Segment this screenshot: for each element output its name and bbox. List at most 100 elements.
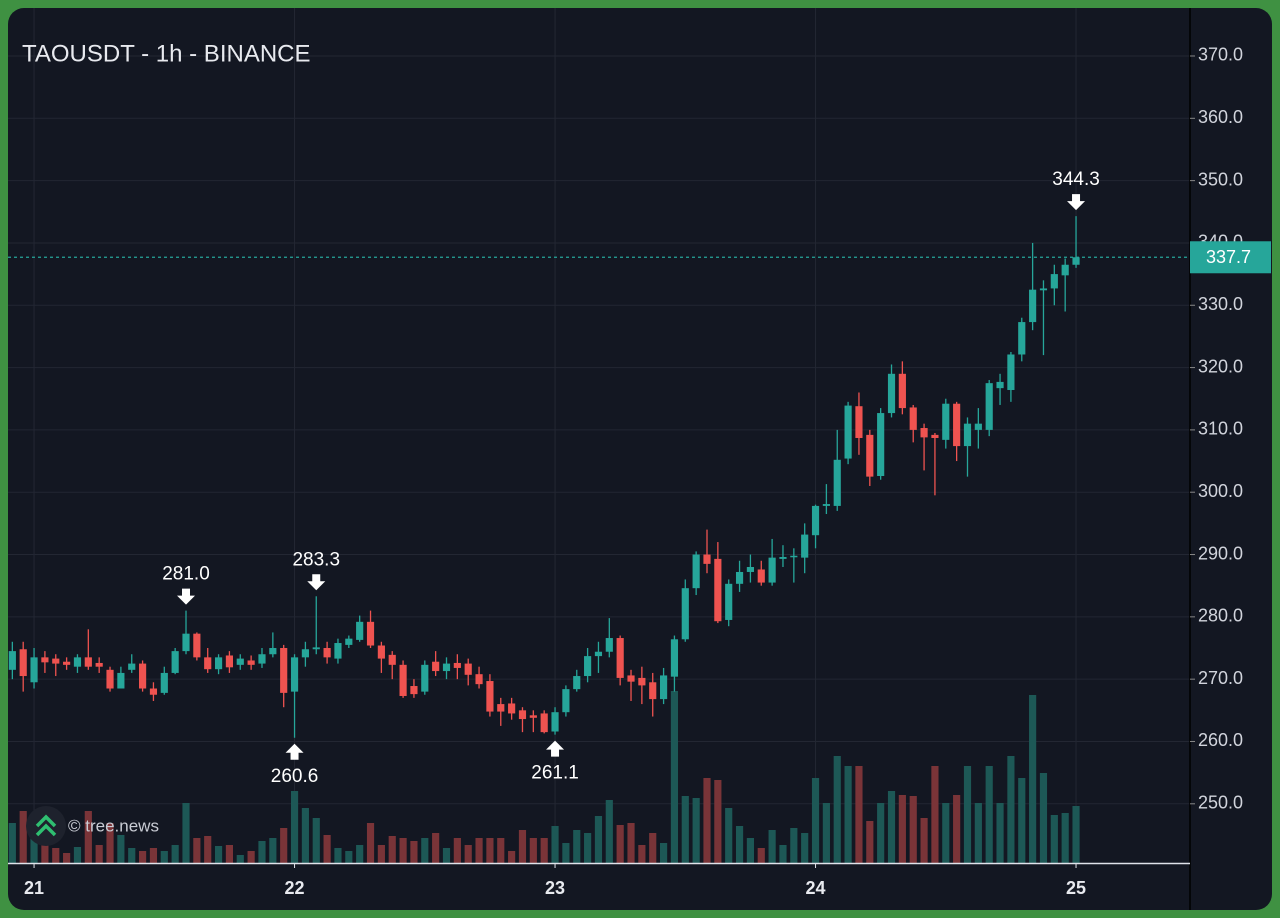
candle-body bbox=[432, 661, 440, 672]
volume-bar bbox=[388, 836, 396, 863]
candle-body bbox=[290, 657, 299, 692]
volume-bar bbox=[963, 766, 972, 863]
volume-bar bbox=[909, 796, 917, 863]
candle-body bbox=[41, 657, 49, 663]
volume-bar bbox=[30, 828, 38, 863]
candle-body bbox=[139, 663, 147, 689]
volume-bar bbox=[63, 853, 71, 863]
candle-body bbox=[399, 664, 407, 696]
candle-body bbox=[746, 566, 754, 572]
candle-body bbox=[790, 555, 798, 558]
candle-body bbox=[334, 643, 342, 659]
candle-body bbox=[1029, 289, 1037, 323]
candle-body bbox=[985, 383, 993, 430]
candle-body bbox=[540, 713, 548, 733]
candle-body bbox=[974, 423, 982, 430]
y-tick-label: 250.0 bbox=[1198, 793, 1243, 813]
candle-body bbox=[562, 689, 570, 713]
volume-bar bbox=[453, 838, 461, 863]
candle-body bbox=[963, 423, 972, 447]
volume-bar bbox=[725, 808, 733, 863]
volume-bar bbox=[52, 848, 60, 863]
candle-body bbox=[247, 660, 255, 665]
volume-bar bbox=[996, 803, 1004, 863]
volume-bar bbox=[931, 766, 939, 863]
candle-body bbox=[605, 638, 613, 652]
candle-body bbox=[529, 715, 537, 718]
candle-body bbox=[768, 557, 776, 583]
candle-body bbox=[757, 569, 765, 583]
candle-body bbox=[388, 654, 396, 665]
candle-body bbox=[30, 657, 38, 683]
candle-body bbox=[638, 677, 646, 686]
annotation-arrow bbox=[177, 588, 196, 605]
volume-bar bbox=[334, 848, 342, 863]
candle-body bbox=[649, 682, 657, 700]
volume-bar bbox=[801, 833, 809, 863]
grid bbox=[8, 8, 1190, 863]
candle-body bbox=[920, 428, 928, 438]
logo-icon bbox=[35, 814, 57, 837]
volume-bar bbox=[605, 800, 613, 863]
volume-bar bbox=[670, 691, 679, 863]
volume-bar bbox=[421, 838, 429, 863]
candle-body bbox=[464, 663, 472, 675]
volume-bar bbox=[399, 838, 407, 863]
volume-bar bbox=[529, 838, 537, 863]
volume-bar bbox=[1072, 806, 1080, 863]
volume-bar bbox=[258, 841, 266, 863]
y-tick-label: 280.0 bbox=[1198, 606, 1243, 626]
volume-bar bbox=[540, 838, 548, 863]
volume-bar bbox=[73, 847, 82, 863]
candle-body bbox=[214, 657, 223, 670]
candle-body bbox=[301, 649, 309, 658]
watermark: © tree.news bbox=[68, 816, 159, 835]
candle-body bbox=[779, 557, 787, 559]
chart-background bbox=[8, 8, 1272, 910]
annotation-label: 261.1 bbox=[531, 763, 579, 784]
volume-bar bbox=[410, 841, 418, 863]
volume-bar bbox=[953, 795, 961, 863]
candle-body bbox=[822, 504, 830, 506]
volume-bar bbox=[649, 833, 657, 863]
y-tick-label: 260.0 bbox=[1198, 730, 1243, 750]
volume-bar bbox=[1018, 778, 1026, 863]
volume-bar bbox=[377, 845, 385, 863]
chart-title: TAOUSDT - 1h - BINANCE bbox=[22, 40, 311, 67]
volume-bar bbox=[735, 826, 744, 863]
candle-body bbox=[594, 651, 603, 657]
annotation-arrow bbox=[307, 574, 326, 591]
volume-bar bbox=[1039, 773, 1048, 863]
candle-body bbox=[356, 621, 364, 640]
candle-body bbox=[442, 663, 451, 672]
volume-bar bbox=[193, 838, 201, 863]
volume-bar bbox=[8, 823, 16, 863]
volume-bar bbox=[616, 825, 624, 863]
volume-bar bbox=[171, 845, 179, 863]
candle-body bbox=[171, 651, 179, 673]
volume-bar bbox=[442, 848, 451, 863]
annotation-label: 260.6 bbox=[271, 766, 319, 787]
volume-bar bbox=[833, 756, 841, 863]
volume-bar bbox=[573, 830, 581, 863]
volume-bar bbox=[128, 848, 136, 863]
candle-body bbox=[616, 638, 624, 678]
volume-bar bbox=[280, 828, 288, 863]
candle-body bbox=[692, 554, 700, 589]
candle-body bbox=[117, 672, 125, 689]
candle-body bbox=[345, 638, 353, 645]
volume-bar bbox=[703, 778, 711, 863]
volume-bar bbox=[714, 780, 722, 863]
candle-body bbox=[996, 381, 1004, 389]
volume-bar bbox=[84, 811, 92, 863]
candle-body bbox=[84, 657, 92, 667]
candle-body bbox=[225, 655, 234, 668]
x-tick-label: 21 bbox=[24, 878, 44, 898]
candle-body bbox=[149, 688, 158, 695]
volume-bar bbox=[19, 811, 27, 863]
candle-body bbox=[1050, 274, 1058, 289]
volume-bar bbox=[41, 841, 49, 863]
volume-bar bbox=[214, 846, 223, 863]
candle-body bbox=[953, 403, 961, 447]
